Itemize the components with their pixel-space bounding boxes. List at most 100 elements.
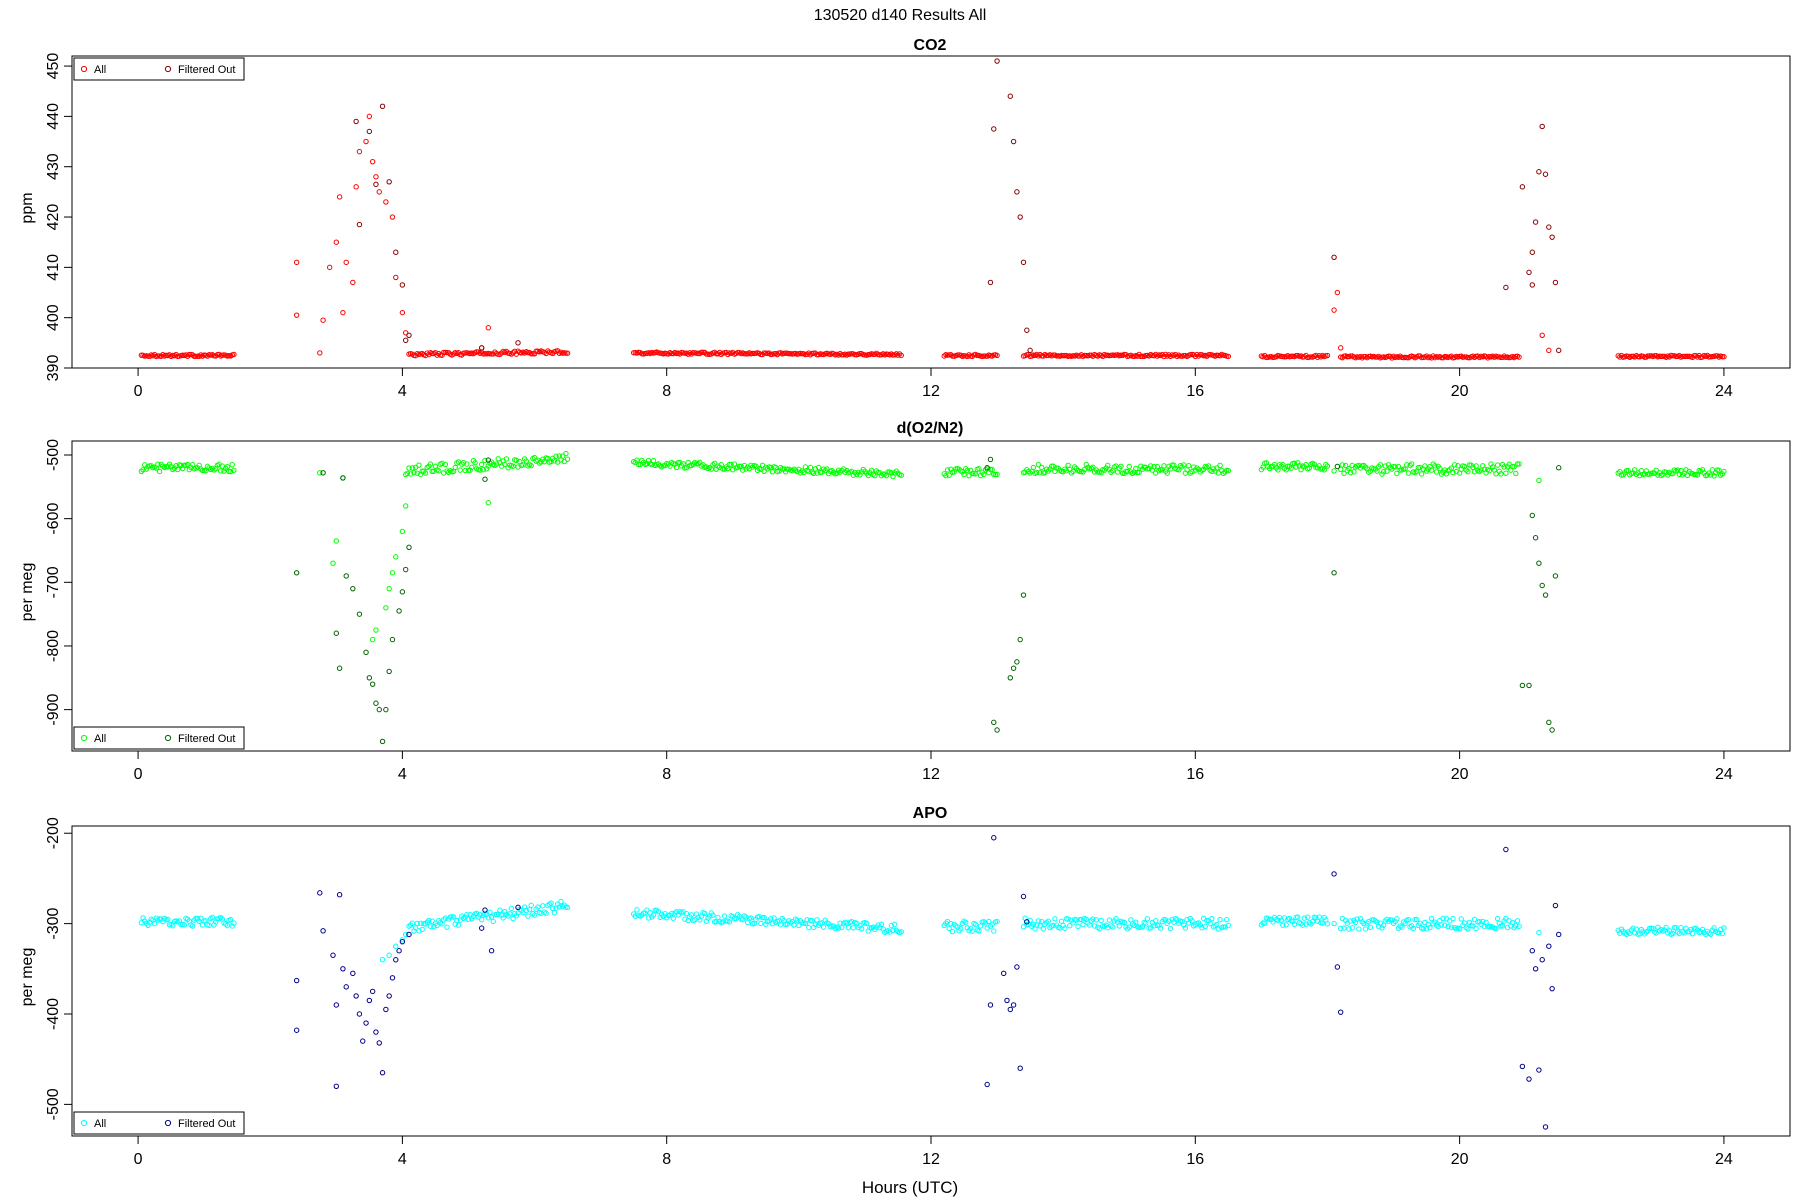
apo-all-point xyxy=(1361,920,1367,927)
o2n2-all-point xyxy=(1090,464,1096,470)
o2n2-x-tick-label: 20 xyxy=(1451,766,1469,783)
apo-all-point xyxy=(1073,917,1080,923)
o2n2-all-point xyxy=(1428,467,1435,473)
o2n2-all-point xyxy=(1465,469,1471,475)
o2n2-all-point xyxy=(165,464,171,470)
apo-all-point xyxy=(1067,923,1073,929)
apo-all-point xyxy=(531,912,538,918)
apo-all-point xyxy=(1681,930,1687,936)
apo-all-point xyxy=(994,918,1000,925)
apo-all-point xyxy=(814,917,820,923)
apo-all-point xyxy=(1417,920,1423,926)
o2n2-all-point xyxy=(409,465,415,471)
co2-all-point xyxy=(786,350,792,357)
o2n2-all-point xyxy=(1632,467,1638,473)
o2n2-all-point xyxy=(718,461,724,468)
o2n2-all-point xyxy=(1716,467,1722,473)
o2n2-all-point xyxy=(850,472,857,478)
o2n2-all-point xyxy=(1691,471,1697,478)
apo-all-point xyxy=(1324,921,1331,927)
co2-all-point xyxy=(1324,352,1331,359)
apo-all-point xyxy=(412,925,419,931)
apo-filtered-out-point xyxy=(340,966,346,972)
o2n2-all-point xyxy=(231,467,237,473)
apo-all-point xyxy=(478,916,485,923)
co2-all-point xyxy=(870,351,876,357)
o2n2-all-point xyxy=(1118,463,1124,470)
o2n2-all-point xyxy=(436,468,442,474)
apo-all-point xyxy=(1261,920,1268,926)
apo-all-point xyxy=(1090,916,1096,922)
co2-all-point xyxy=(1539,332,1545,338)
apo-all-point xyxy=(379,957,386,963)
apo-filtered-out-point xyxy=(1546,943,1552,949)
apo-all-point xyxy=(835,925,842,931)
apo-all-point xyxy=(1062,925,1068,931)
o2n2-filtered-out-point xyxy=(399,589,406,595)
apo-all-point xyxy=(1030,921,1037,928)
apo-legend: All Filtered Out xyxy=(73,1111,245,1135)
apo-all-point xyxy=(1337,925,1344,932)
x-axis-label: Hours (UTC) xyxy=(862,1178,958,1197)
co2-all-point xyxy=(528,350,534,357)
apo-all-point xyxy=(1304,914,1311,920)
o2n2-all-point xyxy=(972,471,979,477)
co2-filtered-out-point xyxy=(1529,249,1536,255)
co2-legend: All Filtered Out xyxy=(73,57,245,81)
apo-all-point xyxy=(634,907,640,913)
o2n2-all-point xyxy=(673,464,680,471)
o2n2-all-point xyxy=(1513,470,1519,477)
apo-all-point xyxy=(1367,924,1374,931)
co2-all-point xyxy=(981,353,987,359)
co2-all-point xyxy=(340,309,346,316)
o2n2-all-point xyxy=(1384,468,1390,474)
o2n2-all-point xyxy=(383,605,389,611)
co2-all-point xyxy=(293,259,300,266)
apo-all-point xyxy=(414,920,420,927)
o2n2-all-point xyxy=(389,570,396,576)
o2n2-legend: All Filtered Out xyxy=(73,726,245,750)
apo-all-point xyxy=(464,911,470,918)
apo-all-point xyxy=(1283,922,1289,928)
apo-all-point xyxy=(1045,918,1051,924)
o2n2-all-point xyxy=(1030,464,1037,471)
o2n2-plot-frame xyxy=(71,440,1791,752)
co2-filtered-out-point xyxy=(393,249,399,255)
o2n2-all-point xyxy=(872,472,878,479)
apo-all-point xyxy=(1057,925,1063,931)
co2-all-point xyxy=(1331,307,1337,313)
apo-all-point xyxy=(1341,925,1347,931)
co2-y-tick-label: 400 xyxy=(45,304,62,331)
apo-all-point xyxy=(442,915,449,921)
co2-all-point xyxy=(393,274,399,281)
apo-all-point xyxy=(878,921,885,928)
o2n2-y-tick-label: -900 xyxy=(45,694,62,726)
o2n2-filtered-out-point xyxy=(402,566,409,573)
co2-all-point xyxy=(809,350,815,357)
o2n2-filtered-out-point xyxy=(485,457,491,463)
apo-legend-label: Filtered Out xyxy=(178,1118,235,1130)
apo-all-point xyxy=(1052,916,1058,922)
co2-all-point xyxy=(994,352,1000,359)
panel-co2-ylabel: ppm xyxy=(19,192,36,223)
o2n2-all-point xyxy=(369,636,376,643)
apo-filtered-out-point xyxy=(1519,1063,1526,1070)
apo-filtered-out-point xyxy=(515,904,521,911)
o2n2-legend-marker xyxy=(164,734,172,742)
o2n2-all-point xyxy=(1433,469,1440,475)
apo-all-point xyxy=(976,928,982,934)
o2n2-all-point xyxy=(981,471,987,478)
apo-all-point xyxy=(794,917,800,923)
apo-all-point xyxy=(986,918,992,925)
o2n2-filtered-out-point xyxy=(1549,727,1555,733)
apo-all-point xyxy=(450,914,457,920)
apo-all-point xyxy=(701,910,708,917)
o2n2-all-point xyxy=(814,470,820,476)
apo-all-point xyxy=(683,910,690,917)
o2n2-filtered-out-point xyxy=(379,738,386,745)
apo-all-point xyxy=(777,922,784,928)
o2n2-all-point xyxy=(1215,470,1222,476)
o2n2-all-point xyxy=(1382,463,1388,469)
apo-all-point xyxy=(558,898,564,905)
apo-all-point xyxy=(508,905,515,912)
